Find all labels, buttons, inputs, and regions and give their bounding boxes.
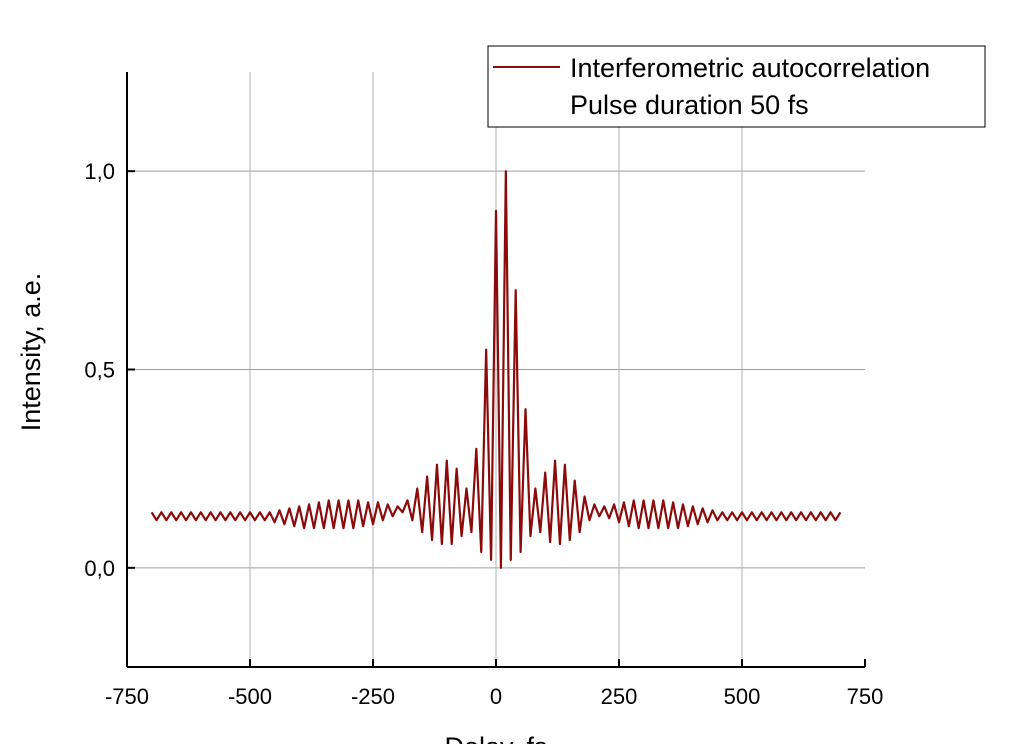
legend-note: Pulse duration 50 fs bbox=[570, 90, 809, 120]
legend: Interferometric autocorrelation Pulse du… bbox=[487, 45, 986, 128]
x-tick-label: 750 bbox=[847, 684, 884, 709]
x-tick-label: 500 bbox=[724, 684, 761, 709]
legend-label: Interferometric autocorrelation bbox=[570, 53, 930, 83]
data-line bbox=[150, 170, 842, 569]
x-tick-label: -500 bbox=[228, 684, 272, 709]
y-tick-label: 0,5 bbox=[84, 358, 115, 383]
x-axis-title: Delay, fs bbox=[444, 732, 547, 744]
x-tick-label: 0 bbox=[490, 684, 502, 709]
grid bbox=[127, 72, 865, 667]
x-tick-label: -250 bbox=[351, 684, 395, 709]
y-axis-title: Intensity, a.e. bbox=[16, 273, 46, 432]
x-tick-label: 250 bbox=[601, 684, 638, 709]
legend-box bbox=[487, 45, 986, 128]
y-tick-label: 0,0 bbox=[84, 556, 115, 581]
x-tick-label: -750 bbox=[105, 684, 149, 709]
y-tick-label: 1,0 bbox=[84, 159, 115, 184]
